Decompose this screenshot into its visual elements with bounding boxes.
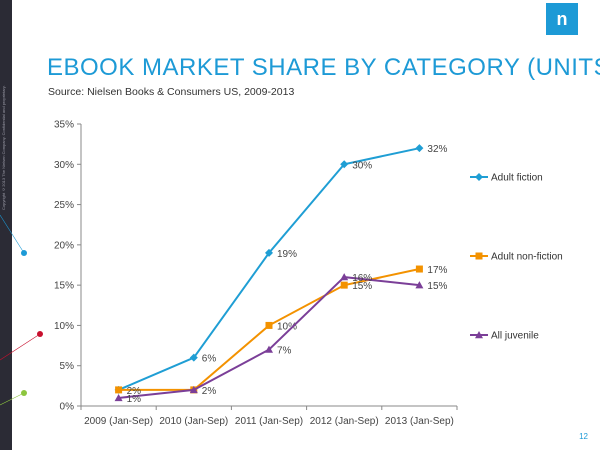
decor-line	[0, 392, 25, 406]
data-label: 15%	[352, 281, 372, 292]
series-adult-fiction: 6% 19% 30% 32%	[114, 144, 448, 394]
data-label: 2%	[127, 386, 142, 397]
legend-label: Adult fiction	[491, 173, 543, 184]
series-all-juvenile: 1%7%16%15%	[114, 273, 448, 405]
legend-label: Adult non-fiction	[491, 252, 563, 263]
chart-legend: Adult fiction Adult non-fiction All juveni…	[470, 173, 563, 342]
y-tick-label: 35%	[54, 120, 74, 131]
x-tick-label: 2011 (Jan-Sep)	[235, 416, 303, 427]
slide-title: EBOOK MARKET SHARE BY CATEGORY (UNITS)	[47, 54, 600, 81]
series-adult-non-fiction: 2% 2% 10% 15% 17%	[115, 265, 448, 397]
data-point-marker	[115, 386, 123, 394]
decor-line	[0, 333, 41, 361]
legend-item: All juvenile	[470, 331, 539, 342]
decorative-dots	[0, 214, 43, 406]
y-tick-label: 5%	[60, 361, 75, 372]
x-tick-label: 2012 (Jan-Sep)	[310, 416, 379, 427]
chart-axes: 0% 5% 10% 15% 20% 25% 30% 35% 2009 (Jan-Sep) 2010…	[54, 120, 458, 427]
x-tick-label: 2009 (Jan-Sep)	[84, 416, 153, 427]
y-tick-label: 20%	[54, 240, 74, 251]
page-number: 12	[579, 432, 588, 441]
legend-label: All juvenile	[491, 331, 539, 342]
y-tick-label: 25%	[54, 200, 74, 211]
data-label: 17%	[427, 265, 447, 276]
data-point-marker	[475, 173, 483, 181]
data-point-marker	[415, 281, 424, 289]
legend-item: Adult non-fiction	[470, 252, 563, 263]
series-line	[118, 268, 420, 391]
y-tick-label: 0%	[60, 402, 75, 413]
data-point-marker	[475, 331, 483, 339]
data-label: 7%	[277, 346, 292, 357]
y-tick-label: 30%	[54, 160, 74, 171]
data-point-marker	[415, 144, 424, 153]
data-label: 19%	[277, 249, 297, 260]
data-point-marker	[415, 265, 423, 273]
data-point-marker	[265, 321, 273, 329]
decor-dot-blue	[21, 250, 27, 256]
data-label: 6%	[202, 354, 217, 365]
data-point-marker	[475, 252, 483, 260]
decor-line	[0, 214, 25, 254]
data-point-marker	[265, 248, 273, 257]
data-point-marker	[189, 353, 198, 362]
series-line	[118, 276, 420, 399]
series-line	[118, 147, 420, 391]
data-label: 2%	[202, 386, 217, 397]
chart-series: 6%19%30%32%2% 2%10%15%17%1%7%16%15%	[114, 144, 448, 405]
legend-item: Adult fiction	[470, 173, 543, 184]
x-tick-label: 2013 (Jan-Sep)	[385, 416, 454, 427]
y-tick-label: 10%	[54, 321, 74, 332]
data-label: 15%	[427, 281, 447, 292]
source-note: Source: Nielsen Books & Consumers US, 20…	[48, 86, 295, 98]
data-label: 16%	[352, 273, 372, 284]
logo-letter: n	[556, 9, 568, 29]
decor-dot-green	[21, 390, 27, 396]
data-point-marker	[340, 273, 349, 281]
data-label: 10%	[277, 321, 297, 332]
data-point-marker	[189, 385, 198, 394]
data-point-marker	[340, 160, 349, 169]
data-point-marker	[265, 345, 273, 353]
nielsen-logo: n	[546, 3, 578, 35]
data-label: 1%	[127, 394, 142, 405]
y-tick-label: 15%	[54, 281, 74, 292]
decor-dot-red	[37, 331, 43, 337]
x-tick-label: 2010 (Jan-Sep)	[159, 416, 228, 427]
data-point-marker	[114, 393, 123, 402]
data-label: 30%	[352, 160, 372, 171]
data-label: 32%	[427, 144, 447, 155]
data-point-marker	[340, 281, 348, 289]
